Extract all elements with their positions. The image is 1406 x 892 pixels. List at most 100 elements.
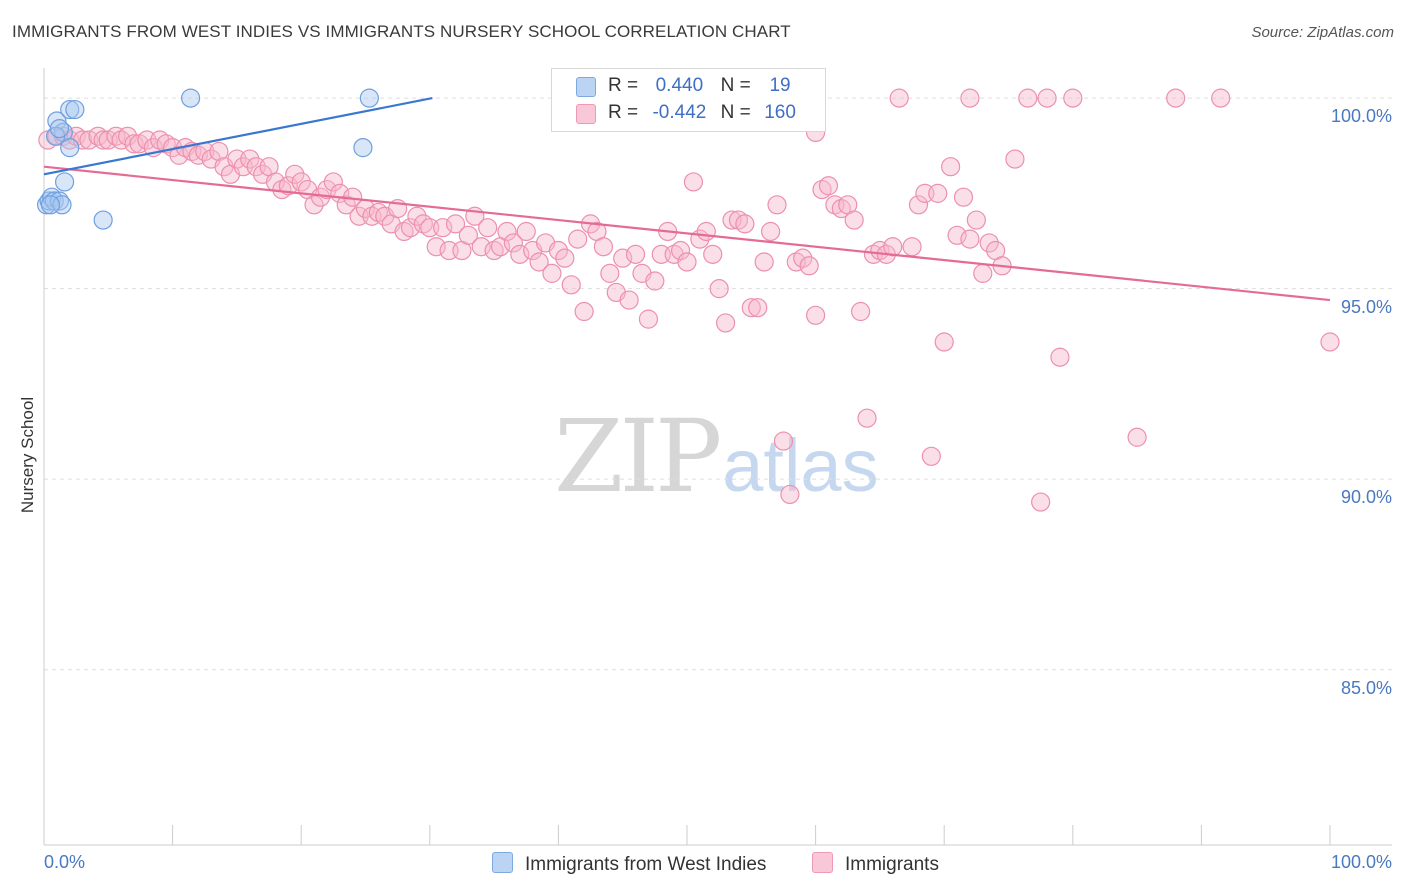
n-label: N =: [720, 102, 751, 123]
immigrants-point: [1127, 427, 1147, 447]
r-value: -0.442: [652, 102, 707, 123]
pink-swatch-icon: [812, 852, 833, 873]
immigrants-point: [625, 244, 646, 264]
legend-label-west-indies: Immigrants from West Indies: [525, 854, 767, 875]
west-indies-point: [49, 118, 70, 139]
series-immigrants: [38, 88, 1340, 512]
immigrants-point: [510, 244, 530, 264]
blue-swatch-icon: [492, 852, 513, 873]
immigrants-point: [426, 237, 446, 257]
immigrants-point: [805, 305, 826, 325]
immigrants-point: [960, 229, 980, 249]
immigrants-point: [767, 195, 787, 215]
immigrants-point: [902, 237, 922, 257]
y-tick-label: 85.0%: [1340, 677, 1392, 698]
immigrants-point: [741, 298, 761, 318]
immigrants-point: [947, 225, 967, 245]
immigrants-point: [889, 88, 909, 108]
immigrants-point: [760, 221, 781, 242]
immigrants-point: [696, 221, 716, 242]
immigrants-point: [407, 206, 427, 226]
immigrants-point: [568, 229, 588, 249]
immigrants-point: [818, 176, 839, 196]
west-indies-point: [40, 195, 61, 215]
watermark-zip: ZIP: [554, 398, 722, 515]
legend-item-immigrants[interactable]: Immigrants: [812, 852, 939, 876]
west-indies-point: [52, 195, 72, 215]
immigrants-point: [317, 179, 337, 200]
immigrants-point: [445, 214, 466, 234]
immigrants-point: [1037, 88, 1057, 108]
immigrants-point: [941, 157, 961, 177]
immigrants-point: [754, 252, 774, 272]
immigrants-point: [722, 210, 742, 230]
r-label: R =: [608, 75, 639, 96]
immigrants-point: [1018, 88, 1038, 108]
immigrants-point: [1005, 149, 1025, 169]
legend-item-west-indies[interactable]: Immigrants from West Indies: [492, 852, 766, 876]
immigrants-point: [780, 484, 800, 505]
immigrants-point: [1031, 492, 1051, 512]
immigrants-point: [645, 271, 665, 291]
immigrants-point: [928, 183, 948, 203]
immigrants-point: [709, 279, 729, 299]
series-immigrants-from-west-indies: [36, 88, 379, 230]
trend-lines: [43, 97, 1331, 302]
immigrants-point: [1050, 347, 1070, 367]
x-tick-label-max: 100.0%: [1330, 852, 1392, 872]
west-indies-point: [93, 210, 113, 230]
x-tick-label-min: 0.0%: [44, 852, 86, 872]
immigrants-point: [1063, 88, 1083, 108]
immigrants-point: [979, 233, 999, 253]
n-label: N =: [720, 75, 751, 96]
west-indies-point: [181, 88, 201, 108]
west-indies-point: [54, 172, 75, 192]
immigrants-point: [117, 126, 138, 146]
immigrants-point: [921, 446, 941, 466]
immigrants-point: [966, 210, 986, 230]
immigrants-point: [497, 221, 517, 242]
immigrants-point: [851, 301, 871, 322]
immigrants-point: [677, 252, 697, 272]
immigrants-point: [799, 256, 819, 276]
immigrants-point: [542, 263, 562, 283]
blue-swatch-icon: [576, 77, 596, 97]
immigrants-point: [613, 248, 633, 268]
y-tick-label: 90.0%: [1340, 487, 1392, 508]
n-value: 19: [769, 75, 791, 96]
stats-legend: R = 0.440 N = 19 R = -0.442 N = 160: [551, 68, 826, 132]
immigrants-point: [336, 195, 356, 215]
immigrants-point: [793, 248, 813, 268]
immigrants-point: [703, 244, 723, 264]
immigrants-point: [106, 126, 126, 146]
immigrants-point: [169, 145, 189, 165]
immigrants-point: [683, 172, 704, 192]
immigrants-point: [638, 309, 659, 329]
west-indies-point: [353, 138, 373, 158]
immigrants-point: [953, 187, 974, 207]
immigrants-point: [555, 248, 575, 268]
immigrants-point: [773, 431, 794, 451]
immigrants-point: [548, 240, 569, 261]
trend-line-west-indies: [43, 97, 433, 176]
immigrants-point: [285, 164, 305, 184]
immigrants-point: [561, 275, 581, 295]
immigrants-point: [400, 218, 421, 238]
y-axis-label: Nursery School: [18, 396, 37, 514]
immigrants-point: [593, 237, 614, 257]
immigrants-point: [433, 218, 453, 238]
immigrants-point: [529, 252, 549, 272]
immigrants-point: [503, 233, 523, 253]
watermark-atlas: atlas: [722, 424, 879, 507]
trend-line-immigrants: [43, 165, 1331, 302]
n-value: 160: [764, 102, 796, 123]
immigrants-point: [1211, 88, 1231, 108]
west-indies-point: [60, 138, 80, 158]
legend-label-immigrants: Immigrants: [845, 854, 939, 875]
r-label: R =: [608, 102, 639, 123]
immigrants-point: [240, 149, 260, 169]
immigrants-point: [209, 141, 229, 162]
immigrants-point: [670, 240, 691, 261]
immigrants-point: [973, 263, 993, 283]
